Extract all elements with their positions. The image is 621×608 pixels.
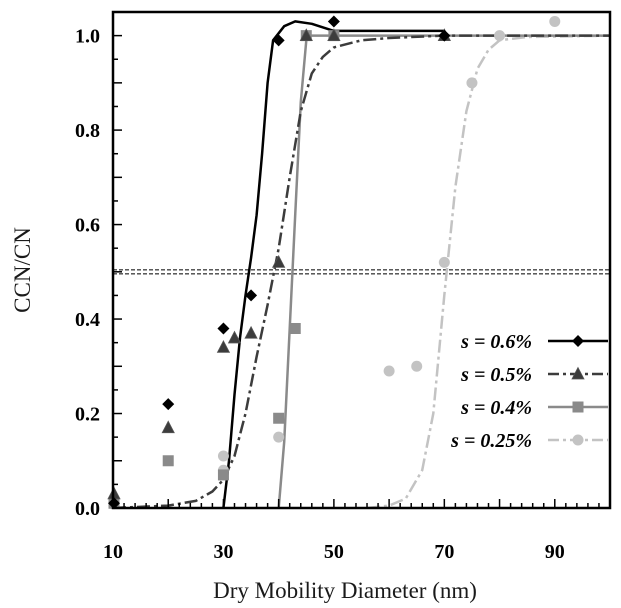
data-point bbox=[549, 15, 561, 27]
legend-marker bbox=[572, 434, 584, 446]
data-point bbox=[299, 28, 313, 42]
data-point bbox=[466, 77, 478, 89]
data-point bbox=[438, 29, 451, 42]
legend-label-value: = 0.5% bbox=[469, 364, 532, 386]
legend-label: s = 0.5% bbox=[460, 364, 532, 386]
legend-marker bbox=[572, 401, 584, 413]
data-point bbox=[162, 455, 174, 467]
data-point bbox=[217, 450, 229, 462]
y-tick-label: 0.2 bbox=[75, 404, 100, 426]
legend-marker bbox=[571, 366, 585, 380]
labels-layer: 10 30 50 70 90 0.0 0.2 0.4 0.6 0.8 1.0 bbox=[75, 26, 565, 563]
legend-label-symbol: s bbox=[460, 364, 469, 386]
legend-label-value: = 0.4% bbox=[469, 397, 532, 419]
legend-label: s = 0.4% bbox=[460, 397, 532, 419]
data-point bbox=[227, 330, 242, 344]
legend-label-value: = 0.25% bbox=[459, 430, 532, 452]
series-fit-line bbox=[222, 20, 445, 508]
data-point bbox=[273, 431, 285, 443]
series-fit-line bbox=[113, 34, 610, 508]
y-tick-label: 0.8 bbox=[75, 120, 100, 142]
data-point bbox=[217, 469, 229, 481]
data-point bbox=[161, 420, 175, 434]
data-point bbox=[494, 30, 506, 42]
data-point bbox=[438, 256, 450, 268]
x-tick-label: 90 bbox=[545, 541, 565, 563]
y-tick-label: 0.6 bbox=[75, 215, 100, 237]
ticks-layer bbox=[112, 34, 611, 509]
data-point bbox=[162, 398, 175, 411]
legend: s = 0.6%s = 0.5%s = 0.4%s = 0.25% bbox=[450, 331, 608, 452]
y-tick-label: 0.0 bbox=[75, 498, 100, 520]
data-point bbox=[273, 412, 285, 424]
data-point bbox=[272, 34, 285, 47]
y-tick-label: 0.4 bbox=[75, 309, 100, 331]
x-tick-label: 50 bbox=[324, 541, 344, 563]
legend-marker bbox=[572, 335, 584, 347]
data-point bbox=[411, 360, 423, 372]
legend-label-symbol: s bbox=[460, 397, 469, 419]
data-point bbox=[216, 340, 231, 353]
y-axis-title: CCN/CN bbox=[10, 227, 35, 313]
data-point bbox=[327, 28, 341, 42]
data-point bbox=[217, 322, 230, 335]
plot-frame bbox=[111, 10, 612, 510]
legend-label: s = 0.25% bbox=[450, 430, 532, 452]
x-tick-label: 10 bbox=[103, 541, 123, 563]
legend-label-symbol: s bbox=[450, 430, 459, 452]
data-point bbox=[383, 365, 395, 377]
legend-label: s = 0.6% bbox=[460, 331, 532, 353]
x-axis-title: Dry Mobility Diameter (nm) bbox=[213, 578, 477, 603]
x-tick-label: 30 bbox=[213, 541, 233, 563]
legend-label-symbol: s bbox=[460, 331, 469, 353]
data-point bbox=[327, 15, 340, 28]
plot-layer bbox=[107, 15, 610, 510]
legend-label-value: = 0.6% bbox=[469, 331, 532, 353]
data-point bbox=[244, 325, 258, 339]
series-fit-line bbox=[277, 34, 610, 508]
y-tick-label: 1.0 bbox=[75, 26, 100, 48]
data-point bbox=[245, 289, 258, 302]
x-tick-label: 70 bbox=[434, 541, 454, 563]
data-point bbox=[272, 254, 286, 268]
data-point bbox=[289, 322, 301, 334]
